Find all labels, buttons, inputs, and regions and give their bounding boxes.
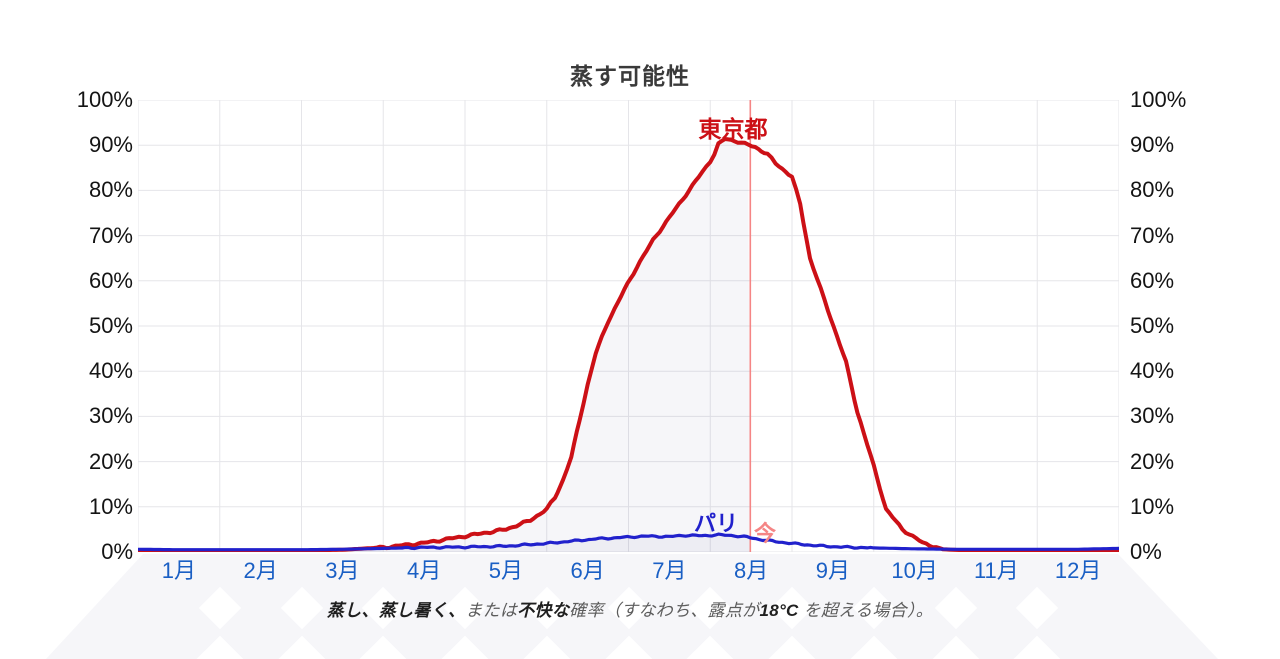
chart-title: 蒸す可能性: [570, 63, 690, 89]
y-tick-left-10: 10%: [88, 493, 133, 519]
month-label-12[interactable]: 12月: [1054, 558, 1102, 583]
plot-area[interactable]: [138, 100, 1119, 552]
caption-segment: を超える場合）。: [803, 601, 934, 620]
month-label-6[interactable]: 6月: [570, 558, 605, 583]
caption-segment: 確率（すなわち、露点が: [569, 601, 760, 620]
diamond-decoration: [650, 635, 770, 659]
diamond-decoration: [732, 635, 852, 659]
month-label-8[interactable]: 8月: [734, 558, 769, 583]
diamond-decoration: [814, 635, 934, 659]
month-label-1[interactable]: 1月: [161, 558, 196, 583]
month-label-10[interactable]: 10月: [891, 558, 938, 583]
diamond-decoration: [977, 635, 1097, 659]
y-tick-right-30: 30%: [1130, 403, 1175, 429]
month-label-5[interactable]: 5月: [488, 558, 523, 583]
bottom-band-decoration: [46, 554, 1218, 659]
month-label-3[interactable]: 3月: [325, 558, 360, 583]
y-tick-left-100: 100%: [76, 87, 133, 112]
y-tick-left-30: 30%: [88, 403, 133, 429]
month-label-4[interactable]: 4月: [407, 558, 442, 583]
y-tick-right-50: 50%: [1130, 313, 1175, 338]
y-tick-left-80: 80%: [88, 177, 133, 203]
y-tick-left-40: 40%: [88, 358, 133, 384]
month-label-7[interactable]: 7月: [652, 558, 687, 583]
y-tick-left-50: 50%: [88, 313, 133, 338]
now-marker-label: 今: [754, 521, 777, 546]
y-tick-right-90: 90%: [1130, 132, 1175, 158]
y-tick-left-90: 90%: [88, 132, 133, 158]
diamond-decoration: [569, 635, 688, 659]
month-label-2[interactable]: 2月: [243, 558, 278, 583]
diamond-decoration: [160, 635, 280, 659]
y-tick-left-60: 60%: [88, 267, 133, 293]
paris-curve: [138, 532, 1119, 552]
month-label-11[interactable]: 11月: [973, 558, 1019, 583]
caption-segment: 18°C: [759, 601, 804, 620]
chart-caption: 蒸し、蒸し暑く、または不快な確率（すなわち、露点が18°C を超える場合）。: [130, 596, 1130, 621]
caption-segment: または: [465, 601, 518, 620]
y-tick-left-20: 20%: [88, 448, 133, 474]
diamond-decoration: [896, 635, 1015, 659]
y-tick-right-70: 70%: [1130, 222, 1175, 248]
tokyo-series-label[interactable]: 東京都: [698, 116, 768, 142]
caption-segment: 不快な: [517, 601, 570, 620]
past-area-fill: [138, 139, 751, 552]
y-tick-right-10: 10%: [1130, 493, 1175, 519]
past-area-fill: [138, 534, 751, 552]
month-label-9[interactable]: 9月: [815, 558, 850, 583]
paris-series-label[interactable]: パリ: [693, 511, 738, 536]
y-tick-right-80: 80%: [1130, 177, 1175, 203]
y-tick-right-40: 40%: [1130, 358, 1175, 384]
y-tick-right-0: 0%: [1130, 539, 1162, 564]
diamond-decoration: [487, 635, 607, 659]
diamond-decoration: [323, 635, 443, 659]
diamond-decoration: [405, 635, 525, 659]
caption-segment: 蒸し、蒸し暑く、: [326, 601, 466, 620]
y-tick-left-0: 0%: [101, 539, 133, 564]
diamond-decoration: [242, 635, 361, 659]
y-tick-left-70: 70%: [88, 222, 133, 248]
y-tick-right-20: 20%: [1130, 448, 1175, 474]
y-tick-right-60: 60%: [1130, 267, 1175, 293]
y-tick-right-100: 100%: [1130, 87, 1187, 112]
